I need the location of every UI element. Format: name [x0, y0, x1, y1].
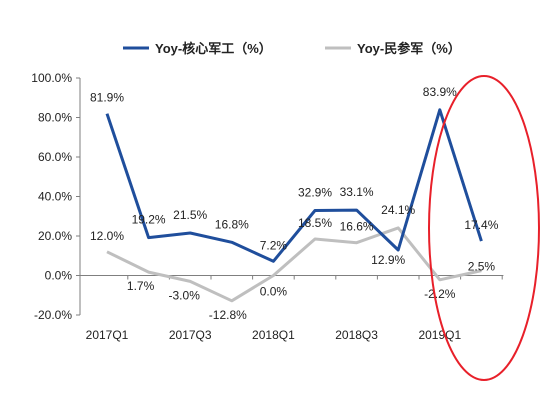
y-tick-label: -20.0%: [34, 308, 72, 322]
data-label: 17.4%: [464, 218, 498, 232]
x-tick-label: 2018Q1: [252, 328, 295, 342]
y-tick-label: 20.0%: [38, 229, 72, 243]
data-label: 12.0%: [90, 229, 124, 243]
data-label: 81.9%: [90, 91, 124, 105]
data-label: 21.5%: [173, 208, 207, 222]
data-label: 16.8%: [215, 217, 249, 231]
data-label: 16.6%: [340, 220, 374, 234]
data-label: -2.2%: [424, 287, 456, 301]
series-line-1: [106, 226, 482, 303]
x-tick-label: 2018Q3: [335, 328, 378, 342]
data-label: 18.5%: [298, 216, 332, 230]
y-tick-label: 40.0%: [38, 190, 72, 204]
data-label: 0.0%: [260, 285, 288, 299]
y-tick-label: 60.0%: [38, 150, 72, 164]
highlight-layer: [428, 75, 540, 381]
data-label: 1.7%: [127, 279, 155, 293]
data-label: -12.8%: [209, 308, 247, 322]
x-tick-label: 2017Q1: [86, 328, 129, 342]
highlight-ellipse: [428, 75, 540, 381]
x-tick-label: 2019Q1: [418, 328, 461, 342]
y-tick-label: 80.0%: [38, 111, 72, 125]
x-tick-label: 2017Q3: [169, 328, 212, 342]
data-label: 7.2%: [260, 238, 288, 252]
data-label: 33.1%: [340, 185, 374, 199]
data-label: 32.9%: [298, 186, 332, 200]
data-label: 2.5%: [468, 260, 496, 274]
data-labels: 81.9% 19.2% 21.5% 16.8% 7.2% 32.9% 33.1% 12.9% 8…: [90, 85, 499, 322]
data-label: 83.9%: [423, 85, 457, 99]
legend: Yoy-核心军工（%） Yoy-民参军（%）: [123, 41, 461, 56]
legend-label-1: Yoy-民参军（%）: [357, 41, 461, 56]
series-line-0: [105, 108, 483, 263]
axes: 100.0% 80.0% 60.0% 40.0% 20.0% 0.0% -20.0% 2017…: [31, 71, 504, 342]
data-label: 12.9%: [371, 253, 405, 267]
data-label: 19.2%: [132, 213, 166, 227]
data-label: -3.0%: [169, 288, 201, 302]
y-tick-label: 100.0%: [31, 71, 72, 85]
series-layer: [105, 108, 483, 303]
data-label: 24.1%: [381, 203, 415, 217]
y-tick-label: 0.0%: [45, 269, 73, 283]
legend-label-0: Yoy-核心军工（%）: [155, 41, 272, 56]
